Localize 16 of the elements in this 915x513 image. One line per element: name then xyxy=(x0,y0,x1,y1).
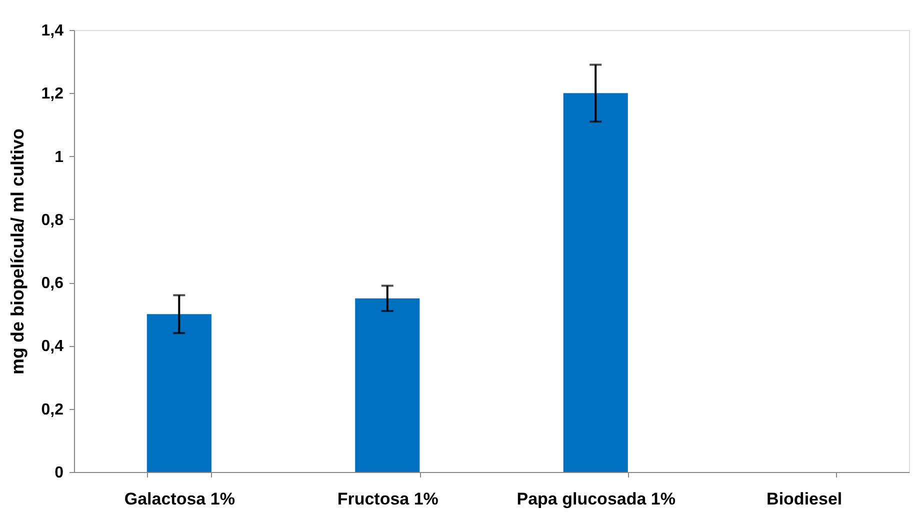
y-tick-label: 0,8 xyxy=(41,212,64,229)
y-tick-label: 1,4 xyxy=(41,22,64,40)
bar xyxy=(355,298,420,472)
x-tick-label: Papa glucosada 1% xyxy=(516,490,676,508)
y-axis-title: mg de biopelícula/ ml cultivo xyxy=(7,128,28,375)
y-tick-label: 1 xyxy=(54,148,64,166)
x-tick-label: Galactosa 1% xyxy=(124,490,235,508)
bar xyxy=(563,93,628,472)
y-tick-label: 0,4 xyxy=(41,338,64,356)
x-tick-label: Fructosa 1% xyxy=(337,490,438,508)
x-tick-label: Biodiesel xyxy=(766,490,842,508)
y-tick-label: 1,2 xyxy=(41,86,64,103)
y-tick-label: 0,2 xyxy=(41,401,64,418)
y-tick-label: 0,6 xyxy=(41,275,64,292)
y-tick-label: 0 xyxy=(54,464,64,482)
bar xyxy=(146,314,212,472)
